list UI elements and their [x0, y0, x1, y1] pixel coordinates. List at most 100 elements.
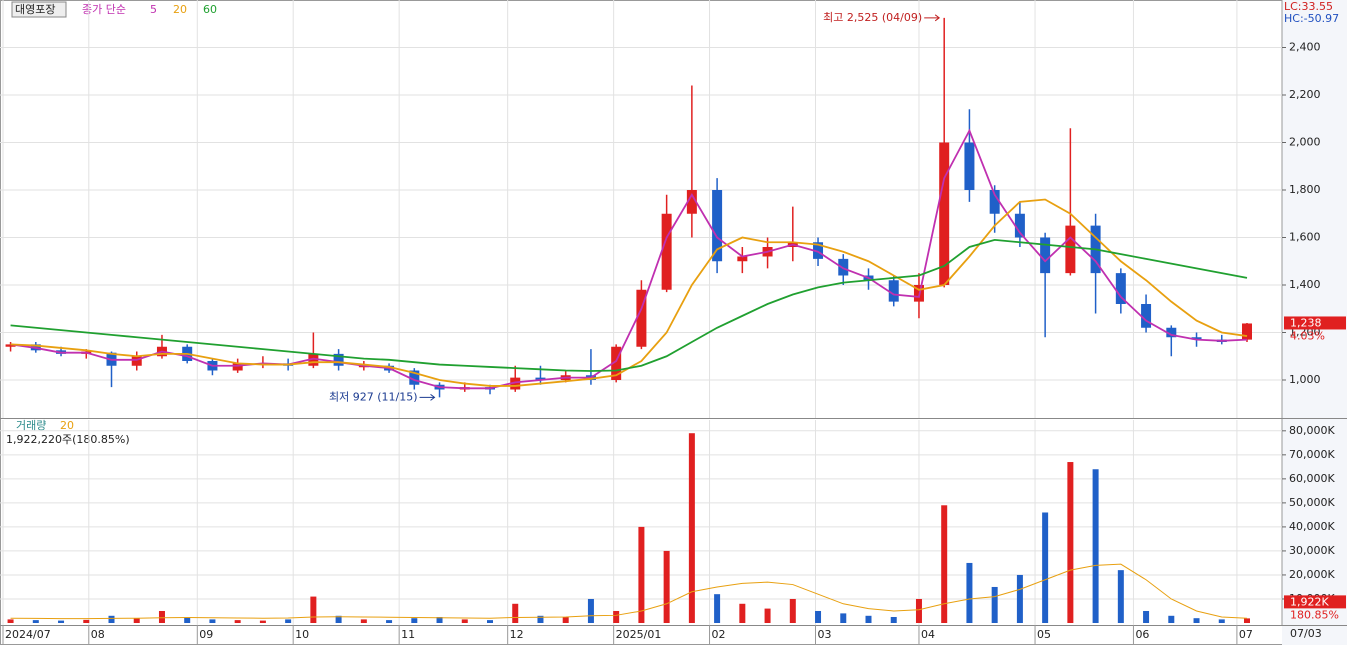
volume-bar	[537, 615, 544, 623]
volume-bar	[234, 620, 241, 623]
y-tick-label: 70,000K	[1289, 448, 1335, 461]
candle-body	[1065, 225, 1076, 274]
volume-bar	[335, 615, 342, 623]
volume-bar	[941, 505, 948, 623]
x-tick-label: 08	[91, 628, 105, 641]
candle-body	[1141, 304, 1152, 328]
volume-bar	[158, 610, 165, 623]
candle-body	[1040, 237, 1051, 274]
candle-body	[5, 344, 16, 347]
x-tick-label: 2024/07	[5, 628, 51, 641]
y-tick-label: 1,000	[1289, 373, 1321, 386]
last-price-box	[1284, 316, 1346, 330]
y-tick-label: 60,000K	[1289, 472, 1335, 485]
volume-bar	[764, 608, 771, 623]
volume-bar	[688, 433, 695, 623]
candle-body	[333, 353, 344, 366]
volume-bar	[1168, 615, 1175, 623]
volume-bar	[32, 620, 39, 623]
candle-body	[838, 258, 849, 276]
last-price: 1,238	[1290, 316, 1322, 329]
x-tick-label: 2025/01	[616, 628, 662, 641]
high-arrow	[924, 14, 941, 22]
high-annotation: 최고 2,525 (04/09)	[823, 11, 922, 24]
y-tick-label: 1,800	[1289, 183, 1321, 196]
candle-body	[1115, 273, 1126, 304]
volume-bar	[1092, 469, 1099, 623]
volume-ma-line	[10, 563, 1248, 620]
last-volume-box	[1284, 595, 1346, 609]
candle-body	[712, 190, 723, 262]
candle-body	[1166, 327, 1177, 338]
candle-body	[611, 346, 622, 380]
x-tick-label: 04	[921, 628, 935, 641]
volume-ma-legend: 20	[60, 419, 74, 432]
volume-bar	[915, 598, 922, 623]
hc-label: HC:-50.97	[1284, 12, 1339, 25]
candle-body	[636, 289, 647, 347]
y-tick-label: 40,000K	[1289, 520, 1335, 533]
candle-body	[409, 370, 420, 385]
ma-legend: 60	[203, 3, 217, 16]
volume-bar	[890, 616, 897, 623]
y-tick-label: 1,400	[1289, 278, 1321, 291]
grid	[0, 0, 1282, 625]
y-tick-label: 30,000K	[1289, 544, 1335, 557]
last-date: 07/03	[1290, 627, 1322, 640]
x-tick-label: 09	[199, 628, 213, 641]
candle-body	[939, 142, 950, 285]
ma-label: 종가 단순	[82, 3, 126, 16]
volume-bar	[108, 615, 115, 623]
low-annotation: 최저 927 (11/15)	[329, 390, 418, 403]
volume-bar	[310, 596, 317, 623]
volume-bar	[789, 598, 796, 623]
last-change: 4.03%	[1290, 329, 1325, 342]
volume-bar	[1244, 618, 1250, 623]
ma-legend: 20	[173, 3, 187, 16]
stock-name[interactable]: 대영포장	[15, 3, 55, 16]
stock-name-box[interactable]	[11, 1, 67, 18]
volume-bar	[1067, 462, 1074, 623]
volume-bar	[360, 619, 367, 623]
volume-bar	[285, 619, 292, 623]
candle-body	[131, 356, 142, 366]
x-tick-label: 07	[1239, 628, 1253, 641]
volume-bar	[461, 619, 468, 623]
volume-bar	[840, 613, 847, 623]
candle-body	[686, 190, 697, 214]
volume-bar	[411, 618, 418, 623]
candle-body	[1014, 213, 1025, 238]
volume-bar	[487, 620, 494, 623]
volume-bar	[1143, 610, 1150, 623]
x-tick-label: 05	[1037, 628, 1051, 641]
candle-body	[232, 363, 243, 371]
volume-bar	[58, 620, 65, 623]
x-tick-label: 12	[510, 628, 524, 641]
ma-legend: 5	[150, 3, 157, 16]
candle-body	[813, 242, 824, 259]
y-tick-label: 20,000K	[1289, 568, 1335, 581]
x-tick-label: 02	[712, 628, 726, 641]
volume-bar	[259, 620, 266, 623]
volume-bar	[739, 603, 746, 623]
ma-line	[10, 238, 1248, 372]
volume-bar	[663, 550, 670, 623]
x-tick-label: 11	[401, 628, 415, 641]
candle-body	[661, 213, 672, 290]
volume-bar	[865, 615, 872, 623]
x-tick-label: 10	[295, 628, 309, 641]
volume-bar	[386, 620, 393, 623]
volume-bar	[209, 619, 216, 623]
volume-bar	[587, 598, 594, 623]
lc-label: LC:33.55	[1284, 0, 1333, 13]
y-tick-label: 2,200	[1289, 88, 1321, 101]
volume-bar	[1016, 574, 1023, 623]
volume-bar	[512, 603, 519, 623]
y-tick-label: 1,600	[1289, 231, 1321, 244]
candle-body	[1242, 323, 1252, 340]
candle-body	[1191, 337, 1202, 340]
volume-bar	[613, 610, 620, 623]
volume-bar	[184, 616, 191, 623]
volume-bar	[1042, 512, 1049, 623]
